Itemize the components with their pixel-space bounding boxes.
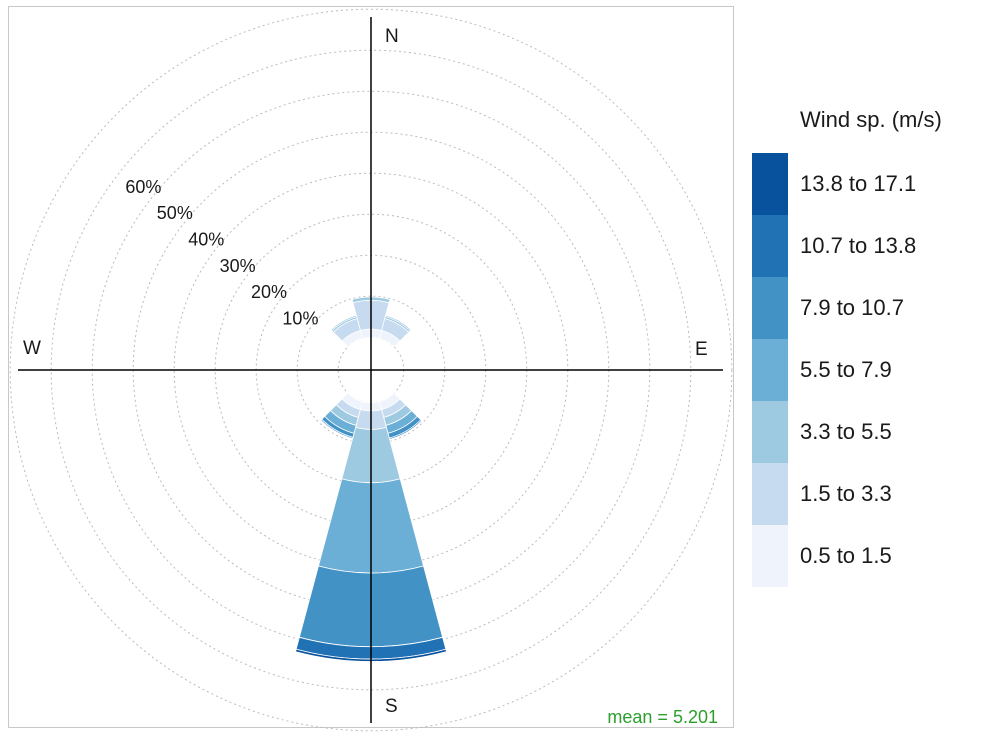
legend-label: 0.5 to 1.5 — [800, 543, 892, 568]
legend-swatch — [752, 525, 788, 587]
legend-swatch — [752, 215, 788, 277]
legend-swatch — [752, 153, 788, 215]
legend-label: 5.5 to 7.9 — [800, 357, 892, 382]
ring-label-10: 10% — [282, 309, 318, 329]
legend-swatch — [752, 277, 788, 339]
compass-label-e: E — [695, 339, 708, 360]
ring-label-60: 60% — [125, 177, 161, 197]
mean-label: mean = 5.201 — [607, 707, 718, 727]
legend-label: 1.5 to 3.3 — [800, 481, 892, 506]
ring-label-30: 30% — [220, 256, 256, 276]
compass-label-s: S — [385, 696, 398, 717]
legend-title: Wind sp. (m/s) — [800, 107, 942, 132]
plot-frame — [8, 6, 734, 728]
legend-swatch — [752, 339, 788, 401]
legend-swatch — [752, 463, 788, 525]
grid-ring-outer — [9, 8, 733, 732]
petal-dir-330-bin-3 — [330, 314, 358, 332]
petal-dir-180-bin-6 — [295, 648, 447, 662]
compass-axes — [18, 17, 723, 723]
legend-label: 10.7 to 13.8 — [800, 233, 917, 258]
legend-swatch — [752, 401, 788, 463]
compass-label-n: N — [385, 26, 399, 47]
legend-label: 13.8 to 17.1 — [800, 171, 917, 196]
petal-dir-30-bin-3 — [384, 314, 412, 332]
ring-label-50: 50% — [157, 203, 193, 223]
compass-label-w: W — [23, 338, 41, 359]
ring-label-20: 20% — [251, 282, 287, 302]
ring-label-40: 40% — [188, 229, 224, 249]
legend-label: 7.9 to 10.7 — [800, 295, 904, 320]
petal-dir-210-bin-5 — [320, 418, 354, 440]
chart-labels: N S W E 10% 20% 30% 40% 50% 60% mean = 5.201 — [23, 26, 718, 727]
legend-label: 3.3 to 5.5 — [800, 419, 892, 444]
